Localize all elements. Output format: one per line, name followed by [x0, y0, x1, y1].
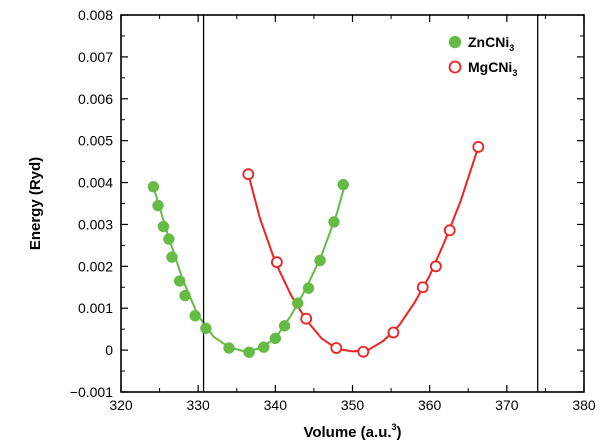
- x-tick-label: 360: [418, 397, 442, 413]
- y-tick-label: 0.008: [78, 7, 113, 23]
- x-axis-title-close: ): [397, 424, 402, 441]
- y-tick-label: 0.002: [78, 258, 113, 274]
- y-tick-label: 0.001: [78, 300, 113, 316]
- data-point-series-1: [300, 312, 313, 325]
- y-tick-label: 0.004: [78, 175, 113, 191]
- data-point-series-0: [269, 332, 282, 345]
- data-point-series-1: [270, 256, 283, 269]
- data-point-series-1: [443, 224, 456, 237]
- x-axis-title-main: Volume (a.u.: [303, 424, 391, 441]
- data-point-series-1: [429, 260, 442, 273]
- legend-label-mgcni3-main: MgCNi: [468, 59, 512, 75]
- legend-label-mgcni3: MgCNi3: [468, 59, 517, 78]
- x-tick-label: 380: [572, 397, 596, 413]
- tick-labels: 320 330 340 350 360 370 380 −0.001 0 0.001 0.002 0.…: [70, 7, 596, 413]
- data-point-series-0: [302, 282, 315, 294]
- x-axis-title: Volume (a.u.3): [303, 422, 401, 441]
- data-point-series-0: [243, 346, 255, 358]
- legend: ZnCNi3 MgCNi3: [448, 34, 517, 78]
- data-point-series-0: [152, 199, 164, 212]
- data-point-series-0: [328, 216, 340, 228]
- data-point-series-1: [472, 141, 485, 153]
- data-point-series-0: [179, 289, 191, 302]
- legend-label-zncni3: ZnCNi3: [468, 34, 514, 53]
- x-tick-label: 370: [495, 397, 519, 413]
- y-tick-label: 0.007: [78, 49, 113, 65]
- x-tick-label: 340: [264, 397, 288, 413]
- y-tick-label: 0: [105, 342, 113, 358]
- legend-marker-mgcni3: [448, 60, 462, 74]
- data-points: [147, 141, 485, 358]
- data-point-series-1: [416, 281, 429, 294]
- data-point-series-0: [291, 297, 304, 309]
- x-tick-label: 320: [109, 397, 133, 413]
- data-point-series-1: [387, 326, 400, 339]
- data-point-series-0: [223, 342, 235, 354]
- data-point-series-0: [314, 254, 326, 267]
- data-point-series-0: [200, 322, 212, 335]
- y-tick-label: 0.005: [78, 133, 113, 149]
- y-tick-label: 0.003: [78, 216, 113, 232]
- x-tick-label: 350: [341, 397, 365, 413]
- data-point-series-0: [189, 310, 201, 322]
- data-point-series-0: [173, 275, 186, 287]
- data-point-series-0: [157, 220, 170, 233]
- data-point-series-0: [147, 180, 160, 193]
- legend-label-zncni3-main: ZnCNi: [468, 34, 509, 50]
- y-axis-title: Energy (Ryd): [27, 157, 44, 250]
- x-axis-title-sup: 3: [392, 422, 397, 432]
- legend-label-mgcni3-sub: 3: [512, 68, 517, 78]
- data-point-series-1: [242, 168, 255, 181]
- data-point-series-0: [163, 233, 175, 245]
- data-point-series-1: [330, 342, 343, 354]
- legend-label-zncni3-sub: 3: [509, 43, 514, 53]
- legend-marker-zncni3: [448, 35, 462, 49]
- data-point-series-0: [337, 178, 349, 191]
- x-tick-label: 330: [186, 397, 210, 413]
- y-tick-label: 0.006: [78, 91, 113, 107]
- y-tick-label: −0.001: [70, 384, 113, 400]
- data-point-series-0: [278, 320, 291, 332]
- axis-ticks: [120, 14, 585, 393]
- data-point-series-1: [357, 345, 370, 358]
- data-point-series-0: [258, 341, 270, 353]
- data-point-series-0: [166, 251, 178, 263]
